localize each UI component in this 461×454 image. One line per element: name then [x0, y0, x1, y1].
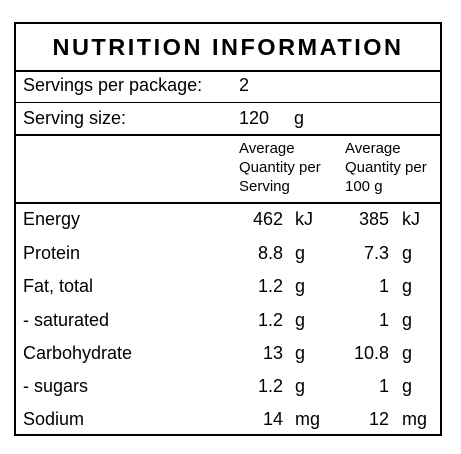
per-serving-value: 8.8: [257, 243, 283, 263]
per-serving-unit: g: [295, 276, 306, 296]
per-100g-unit: g: [402, 276, 413, 296]
per-serving-unit: g: [295, 310, 306, 330]
nutrient-name: Protein: [23, 243, 81, 263]
per-100g-value: 1: [378, 276, 389, 296]
per-serving-value: 14: [262, 409, 283, 429]
per-serving-value: 1.2: [257, 276, 283, 296]
per-100g-value: 12: [368, 409, 389, 429]
per-100g-value: 1: [378, 310, 389, 330]
panel-title: NUTRITION INFORMATION: [52, 34, 404, 60]
divider: [16, 70, 440, 72]
per-100g-value: 7.3: [363, 243, 389, 263]
column-header-per-100g: Average Quantity per 100 g: [345, 140, 427, 195]
nutrient-name: Energy: [23, 209, 81, 229]
servings-label: Servings per package:: [23, 75, 203, 95]
per-100g-value: 385: [358, 209, 389, 229]
nutrition-panel: NUTRITION INFORMATION Servings per packa…: [14, 22, 442, 436]
nutrient-name: Carbohydrate: [23, 343, 133, 363]
serving-size-unit: g: [294, 108, 305, 128]
per-serving-unit: g: [295, 376, 306, 396]
per-serving-unit: g: [295, 343, 306, 363]
per-serving-unit: kJ: [295, 209, 313, 229]
nutrient-name: Sodium: [23, 409, 85, 429]
per-serving-unit: g: [295, 243, 306, 263]
nutrient-name: - sugars: [23, 376, 89, 396]
per-serving-value: 462: [252, 209, 283, 229]
divider: [16, 202, 440, 204]
serving-size-label: Serving size:: [23, 108, 127, 128]
nutrient-name: Fat, total: [23, 276, 94, 296]
per-100g-unit: mg: [402, 409, 428, 429]
per-100g-unit: g: [402, 376, 413, 396]
per-100g-value: 10.8: [353, 343, 389, 363]
per-serving-value: 1.2: [257, 376, 283, 396]
per-100g-unit: g: [402, 343, 413, 363]
per-100g-value: 1: [378, 376, 389, 396]
per-100g-unit: kJ: [402, 209, 420, 229]
column-header-per-serving: Average Quantity per Serving: [239, 140, 321, 195]
per-serving-unit: mg: [295, 409, 321, 429]
per-100g-unit: g: [402, 243, 413, 263]
serving-size-value: 120: [239, 108, 270, 128]
servings-value: 2: [239, 75, 250, 95]
per-100g-unit: g: [402, 310, 413, 330]
per-serving-value: 13: [262, 343, 283, 363]
per-serving-value: 1.2: [257, 310, 283, 330]
divider: [16, 102, 440, 103]
divider: [16, 134, 440, 136]
nutrient-name: - saturated: [23, 310, 110, 330]
